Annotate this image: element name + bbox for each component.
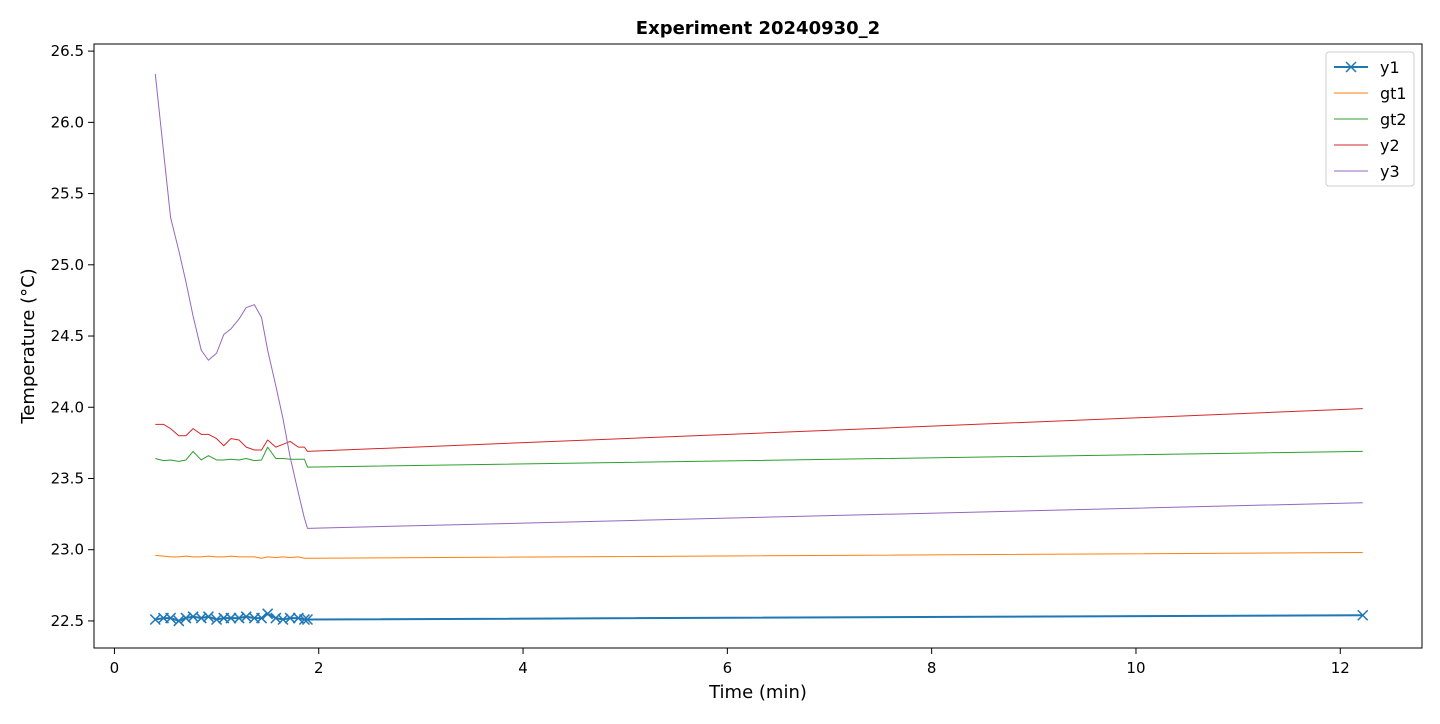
x-tick-label: 6: [723, 659, 733, 677]
series-layer: [149, 73, 1369, 627]
data-point-y1: [165, 612, 177, 624]
data-point-y1: [173, 615, 185, 627]
x-tick-label: 0: [110, 659, 120, 677]
y-tick-label: 25.0: [51, 256, 84, 274]
legend-entry-gt1: gt1: [1334, 84, 1407, 103]
series-line-y3: [154, 73, 1363, 529]
y-tick-label: 26.0: [51, 113, 84, 131]
legend-box: [1325, 51, 1415, 187]
y-tick-label: 22.5: [51, 612, 84, 630]
legend-entry-y3: y3: [1334, 162, 1400, 181]
y-tick-label: 23.0: [51, 541, 84, 559]
data-point-y1: [301, 613, 314, 626]
series-line-y2: [155, 408, 1363, 452]
series-line-gt1: [155, 552, 1363, 559]
data-point-y1: [202, 611, 214, 623]
x-axis-label: Time (min): [708, 682, 807, 703]
y-tick-label: 24.0: [51, 398, 84, 416]
x-tick-label: 12: [1331, 659, 1350, 677]
data-point-y1: [284, 612, 296, 624]
data-point-y1: [256, 612, 268, 624]
legend-label: y2: [1380, 136, 1400, 155]
legend-marker: [1345, 61, 1357, 73]
legend-label: y3: [1380, 162, 1400, 181]
series-line-gt2: [155, 446, 1363, 468]
y-axis-label: Temperature (°C): [18, 268, 39, 424]
legend-entry-gt2: gt2: [1334, 110, 1407, 129]
y-axis-ticks: 22.5 23.0 23.5 24.0 24.5 25.0 25.5 26.0 26.5: [51, 42, 94, 630]
y-tick-label: 24.5: [51, 327, 84, 345]
x-tick-label: 2: [314, 659, 324, 677]
data-point-y1: [298, 613, 310, 626]
data-point-y1: [225, 612, 237, 624]
legend-label: gt2: [1380, 110, 1407, 129]
x-tick-label: 4: [518, 659, 528, 677]
x-tick-label: 10: [1126, 659, 1145, 677]
legend-entry-y2: y2: [1334, 136, 1400, 155]
y-tick-label: 26.5: [51, 42, 84, 60]
y-tick-label: 23.5: [51, 469, 84, 487]
data-point-y1: [262, 608, 274, 620]
legend-entry-y1: y1: [1334, 58, 1400, 77]
legend: y1 gt1 gt2 y2 y3: [1325, 51, 1415, 187]
plot-area-frame: [93, 43, 1423, 649]
legend-label: y1: [1380, 58, 1400, 77]
x-tick-label: 8: [927, 659, 937, 677]
data-point-y1: [1357, 609, 1369, 621]
y-tick-label: 25.5: [51, 185, 84, 203]
chart-title: Experiment 20240930_2: [636, 18, 880, 39]
x-axis-ticks: 0 2 4 6 8 10 12: [110, 648, 1350, 677]
legend-label: gt1: [1380, 84, 1407, 103]
